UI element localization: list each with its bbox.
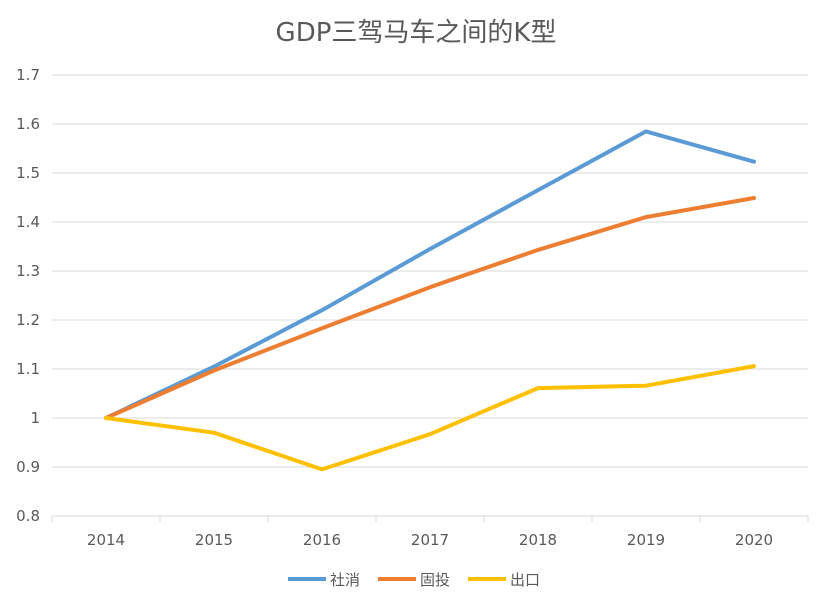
x-tick-label: 2018 — [519, 531, 557, 549]
series-line-1 — [104, 196, 756, 420]
y-tick-label: 1.2 — [16, 311, 40, 329]
x-tick-label: 2015 — [195, 531, 233, 549]
y-tick-label: 0.8 — [16, 507, 40, 525]
legend-label: 固投 — [420, 571, 450, 589]
y-tick-label: 1 — [30, 409, 40, 427]
x-tick-label: 2019 — [627, 531, 665, 549]
x-tick-label: 2020 — [735, 531, 773, 549]
legend-label: 出口 — [510, 571, 540, 589]
chart-title: GDP三驾马车之间的K型 — [275, 18, 557, 48]
grid-lines — [51, 74, 809, 522]
y-axis-ticks: 0.8 0.9 1 1.1 1.2 1.3 1.4 1.5 1.6 1.7 — [16, 66, 40, 525]
legend: 社消 固投 出口 — [288, 571, 540, 589]
y-tick-label: 1.6 — [16, 115, 40, 133]
y-tick-label: 1.4 — [16, 213, 40, 231]
series-line-0 — [104, 129, 756, 420]
x-axis-ticks: 2014 2015 2016 2017 2018 2019 2020 — [87, 531, 773, 549]
x-tick-label: 2016 — [303, 531, 341, 549]
series-lines — [104, 129, 756, 472]
y-tick-label: 0.9 — [16, 458, 40, 476]
x-tick-label: 2017 — [411, 531, 449, 549]
y-tick-label: 1.3 — [16, 262, 40, 280]
legend-label: 社消 — [330, 571, 360, 589]
y-tick-label: 1.7 — [16, 66, 40, 84]
x-tick-label: 2014 — [87, 531, 125, 549]
y-tick-label: 1.1 — [16, 360, 40, 378]
series-line-2 — [104, 364, 756, 472]
y-tick-label: 1.5 — [16, 164, 40, 182]
